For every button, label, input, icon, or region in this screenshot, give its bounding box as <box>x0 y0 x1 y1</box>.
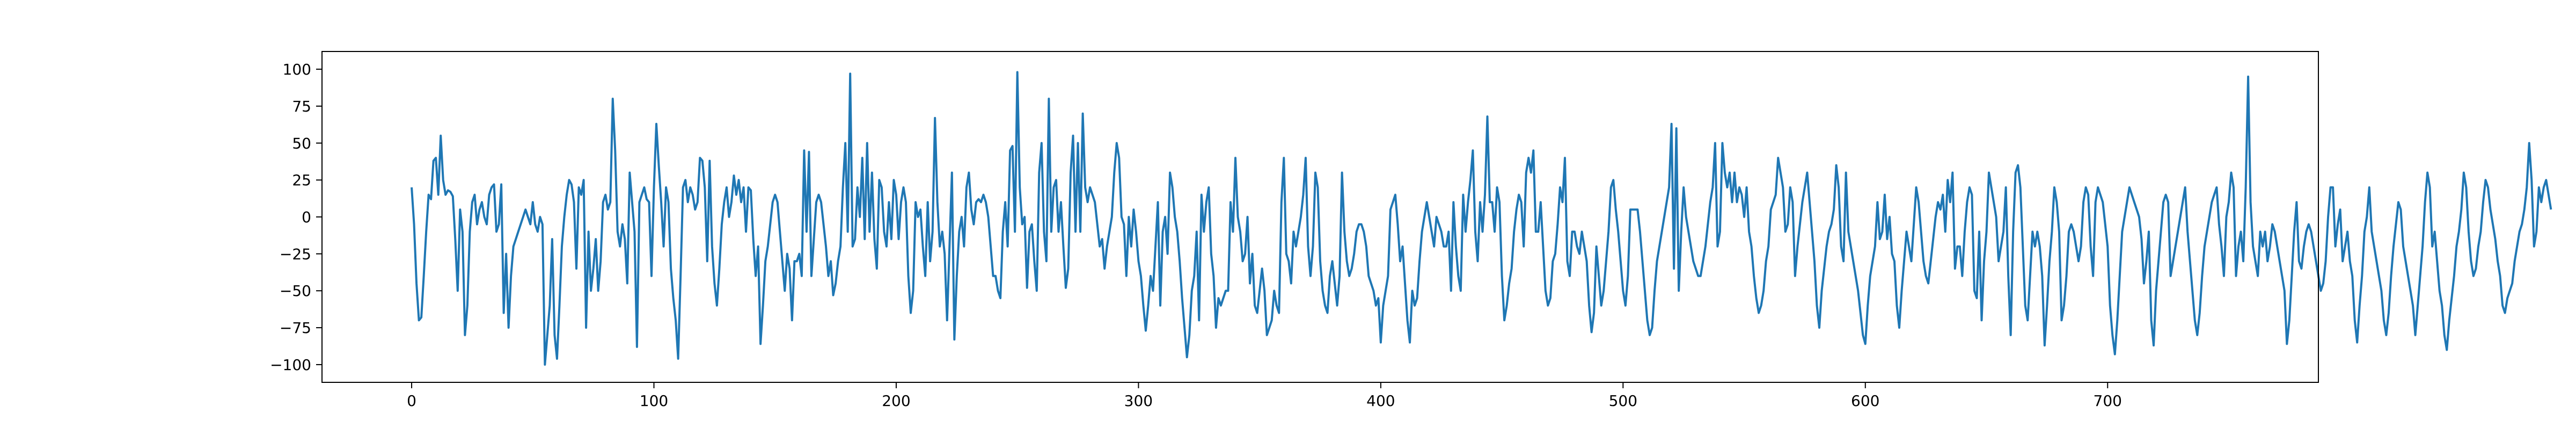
series-line-0 <box>411 71 2552 366</box>
y-axis: −100 −75 −50 −25 0 25 50 75 100 <box>270 61 322 374</box>
y-tick-label: −75 <box>280 319 311 337</box>
x-tick-label: 300 <box>1124 392 1153 410</box>
y-tick-label: −50 <box>280 282 311 300</box>
x-tick-label: 100 <box>640 392 668 410</box>
x-tick-label: 400 <box>1366 392 1395 410</box>
x-tick-label: 700 <box>2094 392 2122 410</box>
y-tick-label: 0 <box>302 209 311 226</box>
y-tick-label: 50 <box>292 135 311 152</box>
series-layer <box>411 71 2552 366</box>
y-tick-label: 75 <box>292 98 311 115</box>
y-tick-label: 100 <box>283 61 311 78</box>
x-tick-label: 0 <box>407 392 416 410</box>
y-tick-label: −25 <box>280 245 311 263</box>
y-tick-label: 25 <box>292 172 311 189</box>
x-tick-label: 600 <box>1851 392 1879 410</box>
x-tick-label: 500 <box>1609 392 1637 410</box>
x-axis: 0 100 200 300 400 500 600 700 <box>407 382 2122 410</box>
plot-frame <box>321 51 2319 383</box>
y-tick-label: −100 <box>270 356 311 374</box>
x-tick-label: 200 <box>882 392 910 410</box>
